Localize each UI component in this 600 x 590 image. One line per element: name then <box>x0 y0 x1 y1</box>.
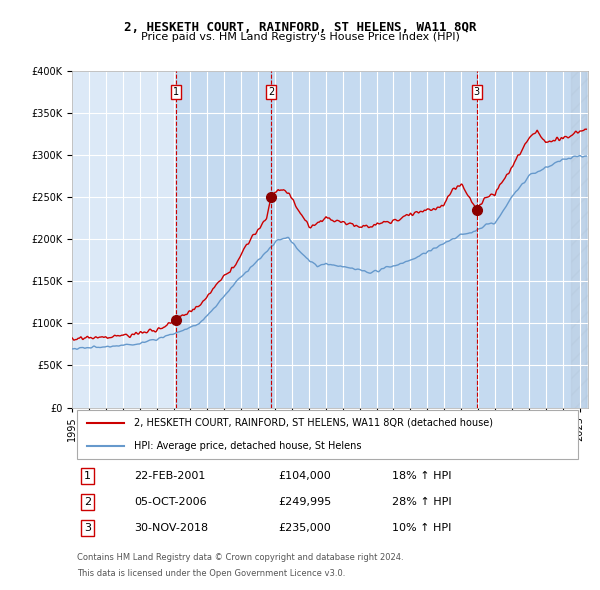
Text: 2, HESKETH COURT, RAINFORD, ST HELENS, WA11 8QR (detached house): 2, HESKETH COURT, RAINFORD, ST HELENS, W… <box>134 418 493 428</box>
Text: 30-NOV-2018: 30-NOV-2018 <box>134 523 208 533</box>
Text: This data is licensed under the Open Government Licence v3.0.: This data is licensed under the Open Gov… <box>77 569 346 578</box>
Text: HPI: Average price, detached house, St Helens: HPI: Average price, detached house, St H… <box>134 441 361 451</box>
Text: 2, HESKETH COURT, RAINFORD, ST HELENS, WA11 8QR: 2, HESKETH COURT, RAINFORD, ST HELENS, W… <box>124 21 476 34</box>
Bar <box>271 71 476 408</box>
Text: 2: 2 <box>84 497 91 507</box>
Text: 28% ↑ HPI: 28% ↑ HPI <box>392 497 452 507</box>
Text: 3: 3 <box>84 523 91 533</box>
Text: 1: 1 <box>173 87 179 97</box>
Text: 10% ↑ HPI: 10% ↑ HPI <box>392 523 451 533</box>
Text: 22-FEB-2001: 22-FEB-2001 <box>134 471 205 481</box>
Text: 1: 1 <box>84 471 91 481</box>
Bar <box>476 71 586 408</box>
Text: £249,995: £249,995 <box>278 497 332 507</box>
Text: £104,000: £104,000 <box>278 471 331 481</box>
FancyBboxPatch shape <box>77 410 578 459</box>
Bar <box>571 71 588 408</box>
Text: 18% ↑ HPI: 18% ↑ HPI <box>392 471 451 481</box>
Text: 05-OCT-2006: 05-OCT-2006 <box>134 497 206 507</box>
Text: 2: 2 <box>268 87 274 97</box>
Text: Price paid vs. HM Land Registry's House Price Index (HPI): Price paid vs. HM Land Registry's House … <box>140 32 460 42</box>
Bar <box>176 71 271 408</box>
Text: Contains HM Land Registry data © Crown copyright and database right 2024.: Contains HM Land Registry data © Crown c… <box>77 553 404 562</box>
Text: 3: 3 <box>473 87 480 97</box>
Text: £235,000: £235,000 <box>278 523 331 533</box>
